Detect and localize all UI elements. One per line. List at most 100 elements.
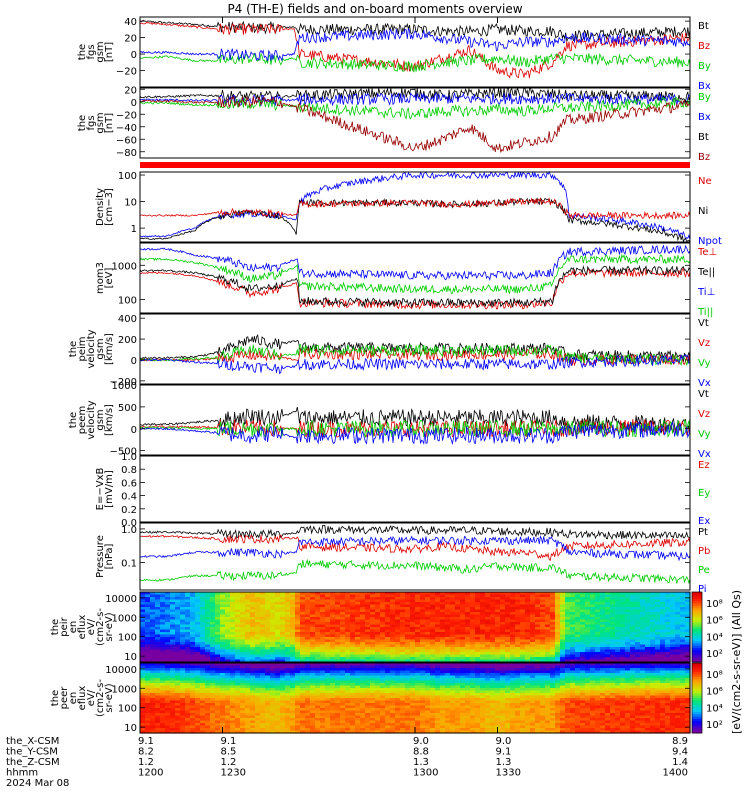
heatmap-cell (290, 705, 296, 709)
heatmap-cell (480, 624, 486, 628)
heatmap-cell (200, 657, 206, 661)
heatmap-cell (290, 698, 296, 702)
heatmap-cell (320, 700, 326, 704)
heatmap-cell (330, 657, 336, 661)
heatmap-cell (350, 604, 356, 608)
series-By-line (139, 51, 691, 73)
heatmap-cell (320, 673, 326, 677)
heatmap-cell (185, 654, 191, 658)
heatmap-cell (615, 644, 621, 648)
heatmap-cell (630, 617, 636, 621)
heatmap-cell (355, 720, 361, 724)
heatmap-cell (505, 629, 511, 633)
heatmap-cell (650, 602, 656, 606)
heatmap-cell (430, 700, 436, 704)
heatmap-cell (220, 657, 226, 661)
heatmap-cell (155, 720, 161, 724)
heatmap-cell (405, 700, 411, 704)
heatmap-cell (410, 703, 416, 707)
heatmap-cell (515, 612, 521, 616)
heatmap-cell (520, 649, 526, 653)
heatmap-cell (365, 617, 371, 621)
y-tick-label: 10 (124, 198, 137, 209)
heatmap-cell (310, 728, 316, 732)
heatmap-cell (340, 670, 346, 674)
heatmap-cell (190, 609, 196, 613)
heatmap-cell (180, 703, 186, 707)
heatmap-cell (355, 665, 361, 669)
heatmap-cell (270, 673, 276, 677)
heatmap-cell (155, 678, 161, 682)
heatmap-cell (510, 612, 516, 616)
heatmap-cell (225, 622, 231, 626)
heatmap-cell (375, 663, 381, 667)
heatmap-cell (230, 715, 236, 719)
heatmap-cell (675, 632, 681, 636)
heatmap-cell (320, 713, 326, 717)
heatmap-cell (575, 637, 581, 641)
heatmap-cell (510, 644, 516, 648)
heatmap-cell (415, 617, 421, 621)
heatmap-cell (365, 624, 371, 628)
heatmap-cell (645, 599, 651, 603)
heatmap-cell (600, 607, 606, 611)
heatmap-cell (500, 612, 506, 616)
heatmap-cell (500, 642, 506, 646)
heatmap-cell (360, 683, 366, 687)
heatmap-cell (465, 609, 471, 613)
heatmap-cell (540, 644, 546, 648)
heatmap-cell (305, 637, 311, 641)
heatmap-cell (270, 708, 276, 712)
heatmap-cell (305, 675, 311, 679)
heatmap-cell (280, 607, 286, 611)
heatmap-cell (495, 617, 501, 621)
heatmap-cell (610, 617, 616, 621)
heatmap-cell (330, 718, 336, 722)
heatmap-cell (505, 657, 511, 661)
heatmap-cell (400, 708, 406, 712)
heatmap-cell (640, 652, 646, 656)
heatmap-cell (215, 649, 221, 653)
heatmap-cell (160, 622, 166, 626)
heatmap-cell (285, 683, 291, 687)
heatmap-cell (175, 619, 181, 623)
heatmap-cell (465, 599, 471, 603)
heatmap-cell (580, 594, 586, 598)
heatmap-cell (640, 614, 646, 618)
y-axis-label: peir (59, 616, 70, 636)
heatmap-cell (185, 688, 191, 692)
heatmap-cell (225, 678, 231, 682)
heatmap-cell (300, 685, 306, 689)
heatmap-cell (215, 642, 221, 646)
heatmap-cell (485, 654, 491, 658)
heatmap-cell (380, 670, 386, 674)
heatmap-cell (170, 700, 176, 704)
heatmap-cell (370, 657, 376, 661)
heatmap-cell (235, 624, 241, 628)
heatmap-cell (645, 612, 651, 616)
heatmap-cell (465, 649, 471, 653)
heatmap-cell (260, 670, 266, 674)
heatmap-cell (595, 649, 601, 653)
heatmap-cell (395, 703, 401, 707)
heatmap-cell (305, 673, 311, 677)
heatmap-cell (440, 614, 446, 618)
heatmap-cell (320, 622, 326, 626)
heatmap-cell (265, 612, 271, 616)
heatmap-cell (575, 594, 581, 598)
heatmap-cell (345, 710, 351, 714)
heatmap-cell (340, 723, 346, 727)
heatmap-cell (330, 659, 336, 663)
heatmap-cell (240, 624, 246, 628)
heatmap-cell (345, 670, 351, 674)
heatmap-cell (295, 673, 301, 677)
heatmap-cell (505, 614, 511, 618)
heatmap-cell (140, 720, 146, 724)
heatmap-cell (425, 700, 431, 704)
heatmap-cell (505, 599, 511, 603)
heatmap-cell (160, 668, 166, 672)
heatmap-cell (580, 657, 586, 661)
series-Te-line (139, 267, 691, 310)
heatmap-cell (165, 705, 171, 709)
heatmap-cell (210, 723, 216, 727)
